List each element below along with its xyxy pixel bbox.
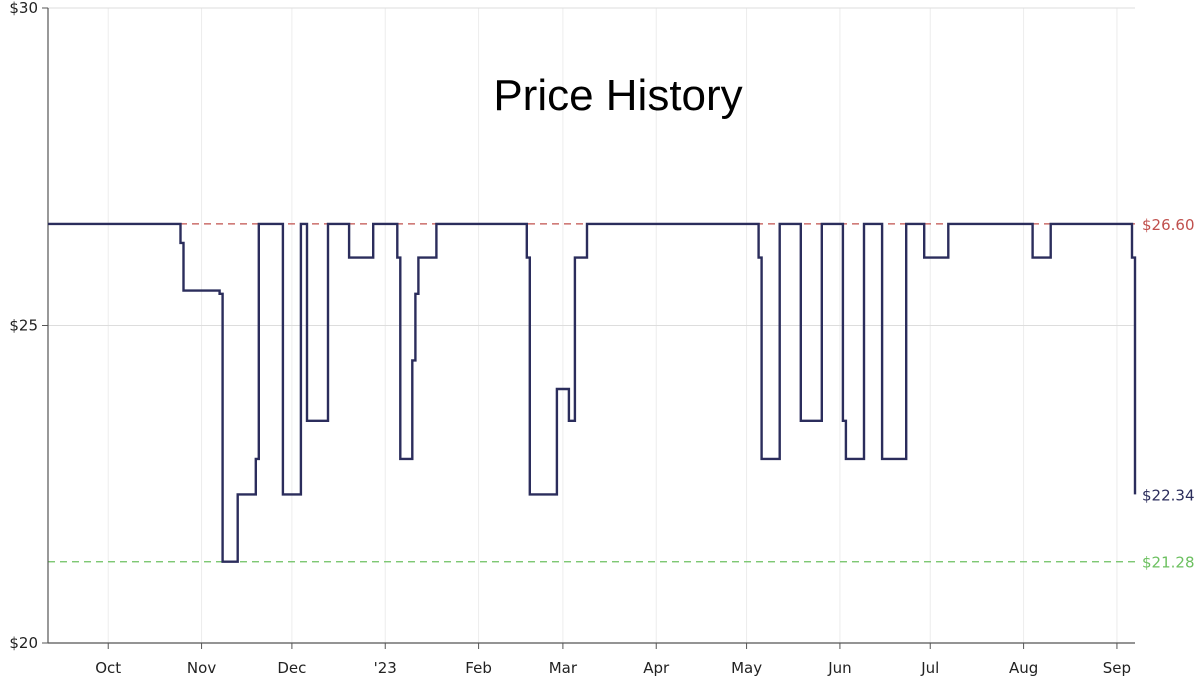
y-tick-label: $25	[9, 317, 38, 335]
x-tick-label: Sep	[1103, 659, 1131, 677]
x-tick-label: Dec	[277, 659, 306, 677]
y-tick-label: $20	[9, 634, 38, 652]
reference-line-label: $26.60	[1142, 216, 1195, 234]
x-tick-label: Oct	[95, 659, 121, 677]
x-tick-label: Apr	[643, 659, 670, 677]
reference-lines	[48, 223, 1135, 563]
reference-line-label: $21.28	[1142, 554, 1195, 572]
y-tick-label: $30	[9, 0, 38, 17]
axes	[42, 7, 1135, 649]
x-tick-label: Jul	[920, 659, 939, 677]
x-tick-label: Nov	[187, 659, 216, 677]
x-tick-label: May	[731, 659, 762, 677]
x-tick-label: Aug	[1009, 659, 1038, 677]
series-layer	[48, 222, 1137, 563]
price-series-line	[48, 222, 1137, 563]
x-tick-label: '23	[374, 659, 397, 677]
labels-layer: Oct Nov Dec '23 Feb Mar Apr May Jun Jul Aug Sep $20 $…	[9, 0, 1194, 677]
chart-title: Price History	[493, 71, 742, 120]
x-tick-label: Mar	[549, 659, 578, 677]
x-tick-label: Jun	[827, 659, 851, 677]
current-price-label: $22.34	[1142, 486, 1195, 504]
x-tick-label: Feb	[465, 659, 492, 677]
